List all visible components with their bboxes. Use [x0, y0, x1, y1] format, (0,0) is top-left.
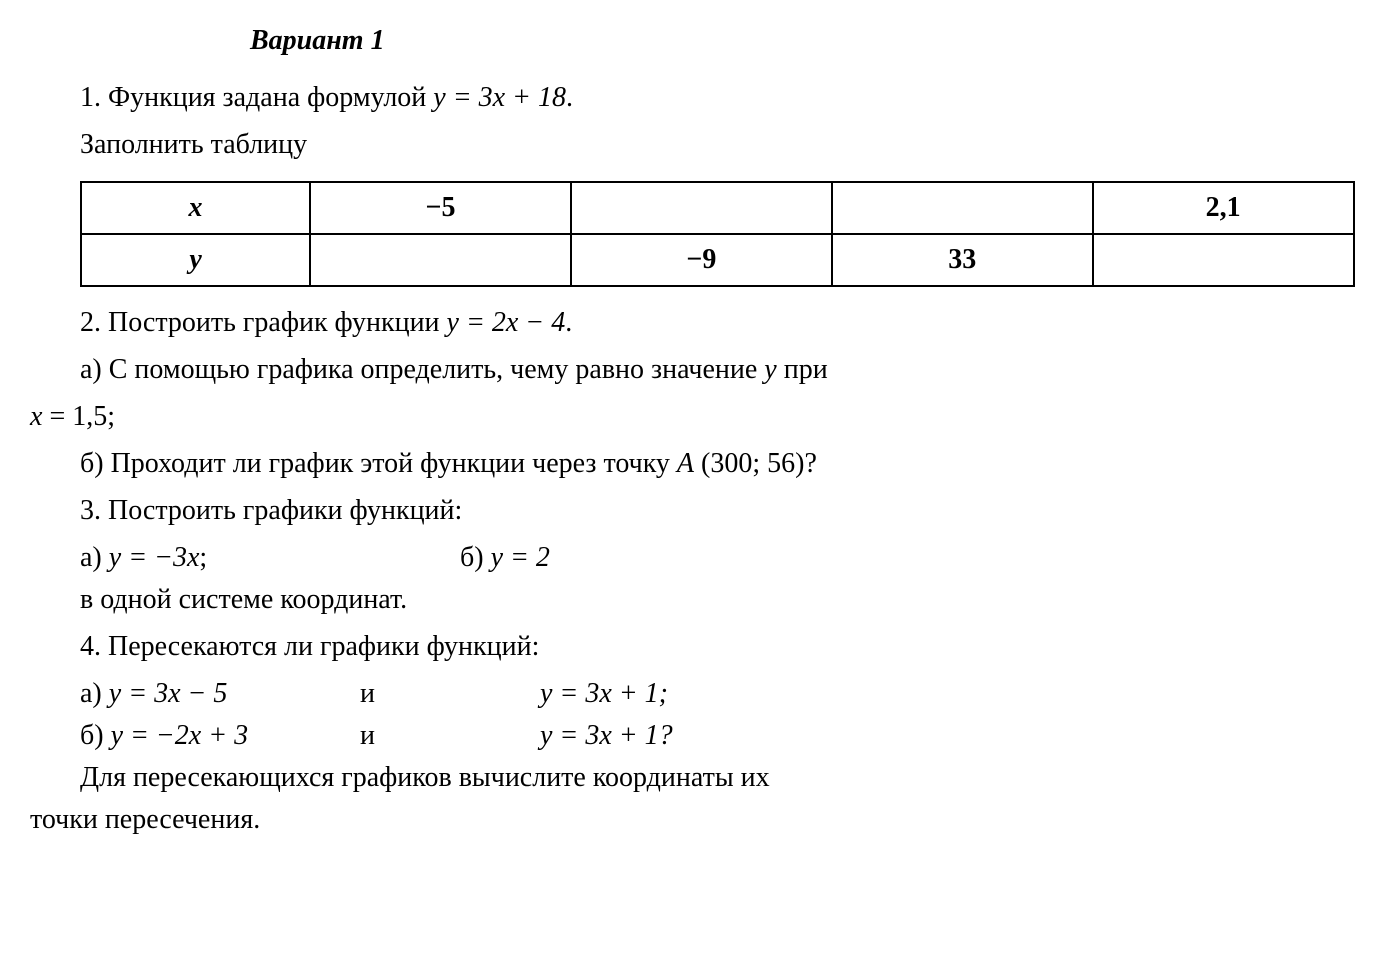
problem-4-option-b: б) y = −2x + 3 и y = 3x + 1? [30, 715, 1344, 757]
table-label-y: y [81, 234, 310, 286]
p2-formula: y = 2x − 4 [447, 307, 566, 338]
p2a-suffix: при [777, 354, 828, 385]
table-cell: 33 [832, 234, 1093, 286]
p4a-left: а) y = 3x − 5 [80, 673, 360, 715]
p2a-prefix: а) С помощью графика определить, чему ра… [80, 354, 764, 385]
problem-1-line1: 1. Функция задана формулой y = 3x + 18. [30, 77, 1344, 119]
table-cell: −9 [571, 234, 832, 286]
problem-2-line1: 2. Построить график функции y = 2x − 4. [30, 302, 1344, 344]
variant-header: Вариант 1 [250, 20, 1344, 62]
p2b-coords: (300; 56)? [694, 448, 817, 479]
p4b-conj: и [360, 715, 540, 757]
table-cell [832, 182, 1093, 234]
table-row-y: y −9 33 [81, 234, 1354, 286]
p3b-formula: y = 2 [491, 542, 550, 573]
p3-option-a: а) y = −3x; [80, 537, 460, 579]
p2b-point: A [677, 448, 694, 479]
problem-4-footer1: Для пересекающихся графиков вычислите ко… [30, 757, 1344, 799]
p3b-label: б) [460, 542, 491, 573]
p4b-label: б) [80, 720, 111, 751]
p3a-label: а) [80, 542, 109, 573]
problem-4-option-a: а) y = 3x − 5 и y = 3x + 1; [30, 673, 1344, 715]
problem-3-options: а) y = −3x; б) y = 2 [30, 537, 1344, 579]
p4a-f1: y = 3x − 5 [109, 678, 228, 709]
p3-option-b: б) y = 2 [460, 537, 1344, 579]
p4b-f2: y = 3x + 1? [540, 715, 673, 757]
p4a-label: а) [80, 678, 109, 709]
p2a-var: y [764, 354, 776, 385]
p4b-left: б) y = −2x + 3 [80, 715, 360, 757]
table-cell [310, 234, 571, 286]
table-label-x: x [81, 182, 310, 234]
p1-suffix: . [566, 82, 573, 113]
p4a-conj: и [360, 673, 540, 715]
p1-prefix: 1. Функция задана формулой [80, 82, 433, 113]
problem-3-footer: в одной системе координат. [30, 579, 1344, 621]
table-cell: −5 [310, 182, 571, 234]
p4a-f2: y = 3x + 1; [540, 673, 668, 715]
p2-suffix: . [565, 307, 572, 338]
problem-2a-line2: x = 1,5; [30, 396, 1344, 438]
p3a-suffix: ; [199, 542, 207, 573]
table-cell [571, 182, 832, 234]
problem-2b: б) Проходит ли график этой функции через… [30, 443, 1344, 485]
p4b-f1: y = −2x + 3 [111, 720, 249, 751]
p2a-x: x [30, 401, 42, 432]
problem-2a-line1: а) С помощью графика определить, чему ра… [30, 349, 1344, 391]
problem-3-line1: 3. Построить графики функций: [30, 490, 1344, 532]
p3a-formula: y = −3x [109, 542, 200, 573]
problem-4-footer2: точки пересечения. [30, 799, 1344, 841]
problem-1-fill: Заполнить таблицу [30, 124, 1344, 166]
p2b-prefix: б) Проходит ли график этой функции через… [80, 448, 677, 479]
p1-formula: y = 3x + 18 [433, 82, 566, 113]
problem-1-table: x −5 2,1 y −9 33 [80, 181, 1355, 287]
problem-4-line1: 4. Пересекаются ли графики функций: [30, 626, 1344, 668]
p2a-val: = 1,5; [42, 401, 115, 432]
table-cell [1093, 234, 1354, 286]
p2-prefix: 2. Построить график функции [80, 307, 447, 338]
table-row-x: x −5 2,1 [81, 182, 1354, 234]
table-cell: 2,1 [1093, 182, 1354, 234]
